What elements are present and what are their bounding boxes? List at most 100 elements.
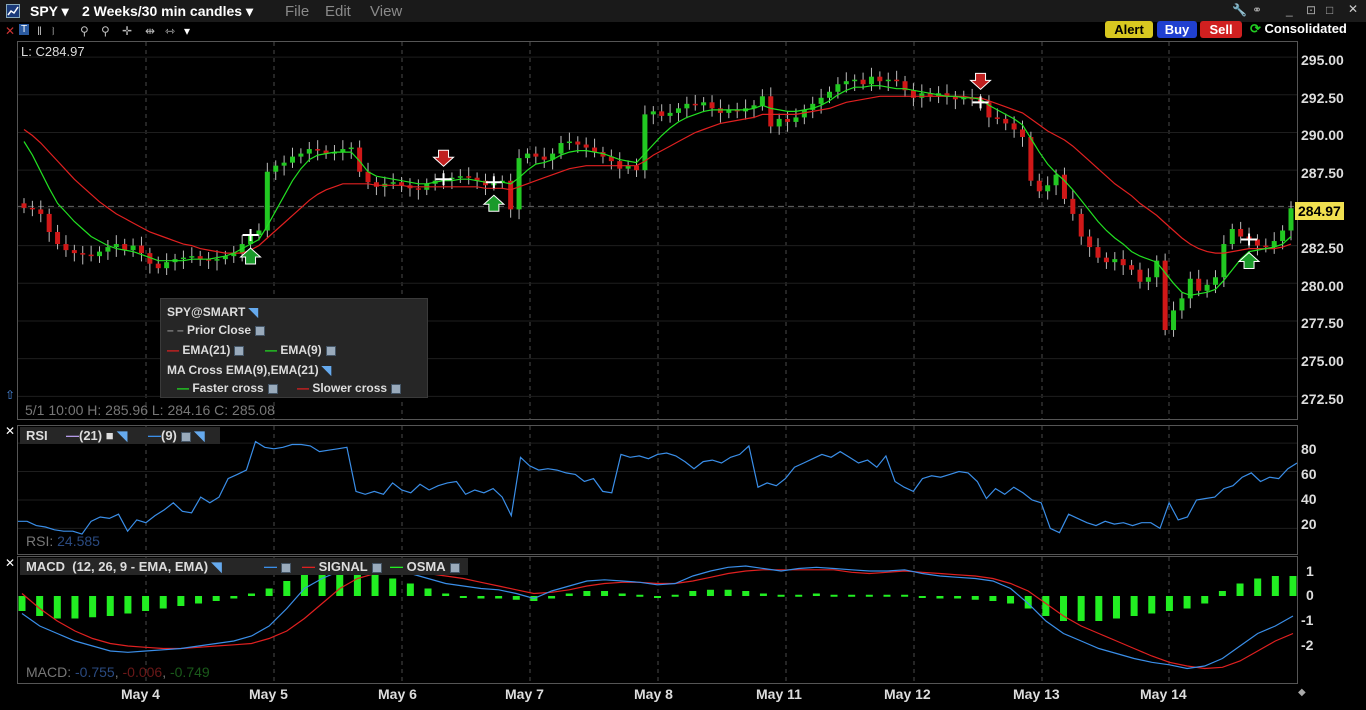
price-tick: 277.50 bbox=[1301, 315, 1344, 331]
candle-body bbox=[1288, 208, 1294, 231]
rsi-chart[interactable] bbox=[18, 426, 1297, 554]
minimize-icon[interactable]: _ bbox=[1286, 3, 1293, 17]
candle-body bbox=[298, 153, 304, 157]
rsi-tick: 20 bbox=[1301, 516, 1317, 532]
osma-bar bbox=[71, 596, 79, 619]
osma-bar bbox=[671, 594, 679, 597]
osma-bar bbox=[53, 596, 61, 619]
checkbox-icon[interactable] bbox=[234, 345, 245, 356]
candle-body bbox=[1238, 228, 1244, 237]
maximize-icon[interactable]: □ bbox=[1326, 3, 1334, 17]
candle-body bbox=[642, 114, 648, 171]
candle-body bbox=[21, 203, 27, 208]
zoom-out-icon[interactable]: ⚲ bbox=[101, 24, 110, 38]
osma-bar bbox=[601, 591, 609, 596]
buy-signal-arrow bbox=[239, 247, 262, 265]
scroll-right-icon[interactable]: ◆ bbox=[1298, 687, 1306, 698]
price-chart[interactable] bbox=[18, 42, 1297, 419]
candle-body bbox=[1045, 185, 1051, 192]
feed-selector[interactable]: ⟳ Consolidated bbox=[1250, 21, 1347, 36]
date-label: May 13 bbox=[1013, 686, 1060, 702]
candle-body bbox=[449, 177, 455, 180]
candle-body bbox=[306, 149, 312, 154]
close-icon[interactable]: ✕ bbox=[1348, 2, 1359, 16]
candle-body bbox=[575, 141, 581, 145]
candle-body bbox=[810, 103, 816, 110]
candle-body bbox=[415, 188, 421, 190]
close-rsi-icon[interactable]: ✕ bbox=[5, 424, 16, 438]
checkbox-icon[interactable] bbox=[255, 325, 266, 336]
checkbox-icon[interactable] bbox=[391, 383, 402, 394]
menu-file[interactable]: File bbox=[285, 3, 310, 20]
checkbox-icon[interactable] bbox=[325, 345, 336, 356]
menu-view[interactable]: View bbox=[370, 3, 403, 20]
candle-body bbox=[1078, 213, 1084, 237]
legend-prior-close: – – Prior Close bbox=[167, 323, 266, 337]
wrench-icon[interactable]: 🔧 bbox=[1232, 3, 1247, 17]
osma-bar bbox=[883, 594, 891, 597]
ema21-line bbox=[23, 95, 1292, 254]
candle-body bbox=[1221, 244, 1227, 278]
legend-symbol: SPY@SMART ◥ bbox=[167, 305, 258, 319]
candle-body bbox=[206, 259, 212, 261]
period-selector[interactable]: 2 Weeks/30 min candles ▾ bbox=[82, 3, 253, 19]
price-axis[interactable]: 295.00 292.50 290.00 287.50 284.97 282.5… bbox=[1295, 41, 1366, 418]
candle-body bbox=[63, 244, 69, 251]
candle-body bbox=[113, 244, 119, 248]
indicator-icon[interactable]: ⧘ bbox=[52, 24, 55, 38]
osma-bar bbox=[265, 588, 273, 596]
osma-bar bbox=[300, 571, 308, 596]
rsi-pane[interactable] bbox=[17, 425, 1298, 555]
rsi-line bbox=[18, 440, 1297, 535]
menu-edit[interactable]: Edit bbox=[325, 3, 351, 20]
candle-body bbox=[315, 149, 321, 151]
macd-pane[interactable] bbox=[17, 556, 1298, 684]
text-tool-icon[interactable]: T bbox=[19, 24, 30, 35]
osma-bar bbox=[759, 593, 767, 596]
cross-marker bbox=[242, 229, 259, 242]
osma-bar bbox=[318, 568, 326, 596]
bar-style-icon[interactable]: ‖ bbox=[37, 24, 42, 38]
candle-body bbox=[1087, 236, 1093, 248]
last-price-label: L: C284.97 bbox=[21, 44, 85, 59]
scroll-icon[interactable]: ⇿ bbox=[165, 24, 176, 38]
cross-marker bbox=[972, 96, 989, 109]
more-dropdown-icon[interactable]: ▾ bbox=[184, 24, 191, 38]
date-label: May 8 bbox=[634, 686, 673, 702]
link-icon[interactable]: ⚭ bbox=[1252, 3, 1263, 17]
osma-bar bbox=[230, 596, 238, 599]
candle-body bbox=[1154, 260, 1160, 278]
close-chart-icon[interactable]: ✕ bbox=[5, 24, 16, 38]
osma-bar bbox=[1007, 596, 1015, 604]
osma-bar bbox=[706, 589, 714, 596]
zoom-in-icon[interactable]: ⚲ bbox=[80, 24, 89, 38]
crosshair-icon[interactable]: ✛ bbox=[122, 24, 133, 38]
buy-button[interactable]: Buy bbox=[1157, 21, 1197, 38]
macd-legend[interactable]: MACD (12, 26, 9 - EMA, EMA) ◥ — — SIGNAL… bbox=[20, 558, 468, 575]
chart-legend[interactable]: SPY@SMART ◥ – – Prior Close — EMA(21) — … bbox=[160, 298, 428, 398]
candle-body bbox=[1212, 277, 1218, 285]
cross-marker bbox=[1241, 233, 1258, 246]
alert-button[interactable]: Alert bbox=[1105, 21, 1153, 38]
osma-bar bbox=[142, 596, 150, 611]
osma-bar bbox=[1112, 596, 1120, 619]
rsi-axis[interactable]: 80 60 40 20 bbox=[1296, 425, 1366, 553]
pane-marker-icon: ⇧ bbox=[5, 388, 16, 402]
candle-body bbox=[1204, 284, 1210, 291]
symbol-selector[interactable]: SPY ▾ bbox=[30, 3, 69, 19]
macd-axis[interactable]: 1 0 -1 -2 bbox=[1296, 556, 1366, 682]
sell-button[interactable]: Sell bbox=[1200, 21, 1242, 38]
candle-body bbox=[38, 209, 44, 214]
checkbox-icon[interactable] bbox=[267, 383, 278, 394]
candle-body bbox=[692, 103, 698, 106]
osma-bar bbox=[1077, 596, 1085, 621]
macd-chart[interactable] bbox=[18, 557, 1297, 683]
close-macd-icon[interactable]: ✕ bbox=[5, 556, 16, 570]
candle-body bbox=[55, 232, 61, 245]
osma-bar bbox=[1148, 596, 1156, 614]
candle-body bbox=[122, 244, 128, 251]
candle-body bbox=[608, 156, 614, 162]
pan-icon[interactable]: ⇹ bbox=[145, 24, 156, 38]
rsi-legend[interactable]: RSI —(21) ■ ◥ —(9) ◥ bbox=[20, 427, 220, 444]
dock-icon[interactable]: ⊡ bbox=[1306, 3, 1317, 17]
